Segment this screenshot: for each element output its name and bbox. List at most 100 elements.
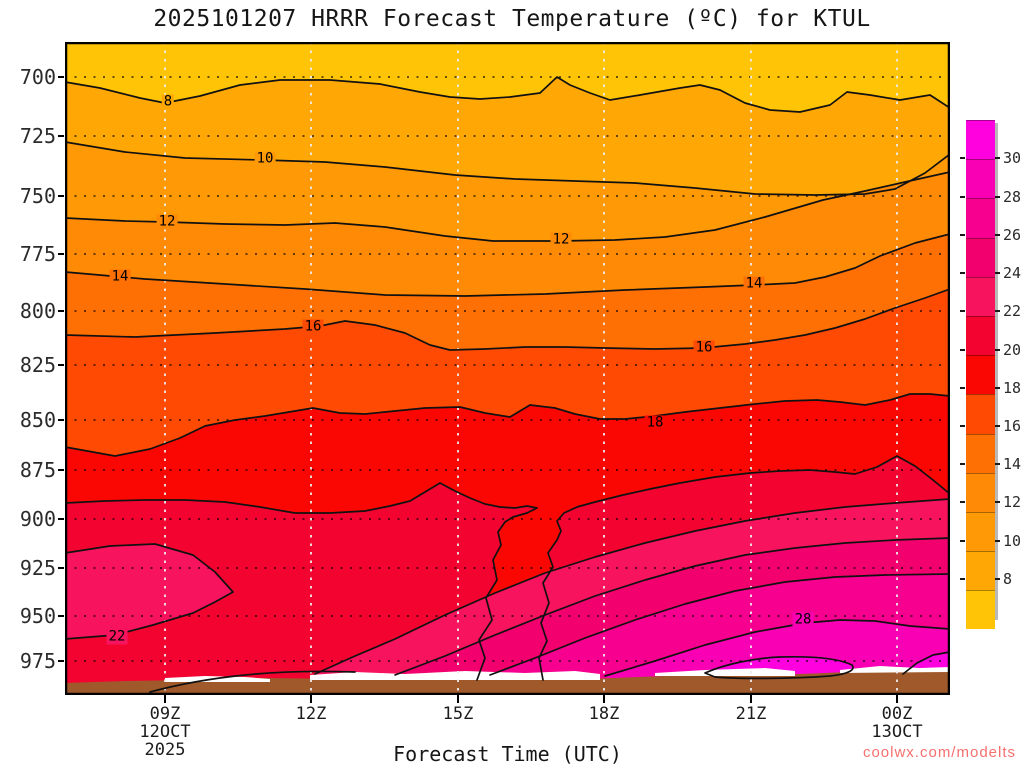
time-tick-mark bbox=[896, 695, 898, 703]
pressure-tick-mark bbox=[58, 469, 64, 471]
colorbar-segment-b8 bbox=[966, 551, 995, 591]
time-tick-label-09Z: 09Z bbox=[149, 704, 181, 724]
time-tick-mark bbox=[164, 695, 166, 703]
contour-14-line bbox=[65, 233, 950, 297]
contour-plot-area bbox=[65, 42, 950, 695]
colorbar-tick-label-14: 14 bbox=[1003, 455, 1022, 473]
time-tick-mark bbox=[457, 695, 459, 703]
contour-20-line-left bbox=[65, 482, 538, 681]
colorbar-segment-lt8 bbox=[966, 590, 995, 630]
x-axis-title: Forecast Time (UTC) bbox=[393, 742, 622, 766]
contour-12-line bbox=[65, 171, 950, 242]
contour-label-22: 22 bbox=[106, 628, 128, 645]
time-tick-mark bbox=[750, 695, 752, 703]
colorbar-tick-mark bbox=[995, 463, 1000, 465]
pressure-tick-mark bbox=[58, 253, 64, 255]
colorbar-segment-b22 bbox=[966, 276, 995, 316]
colorbar-segment-b12 bbox=[966, 472, 995, 512]
contour-22-island-line bbox=[65, 543, 234, 640]
colorbar-tick-mark bbox=[960, 349, 965, 351]
colorbar-tick-mark bbox=[960, 540, 965, 542]
pressure-tick-label-750: 750 bbox=[19, 184, 56, 208]
colorbar-tick-mark bbox=[960, 272, 965, 274]
contour-18-line bbox=[65, 393, 950, 457]
contour-26-fan-line bbox=[489, 573, 950, 676]
time-tick-label-00Z: 00Z bbox=[881, 704, 913, 724]
contour-lines bbox=[65, 76, 950, 693]
pressure-tick-label-875: 875 bbox=[19, 458, 56, 482]
colorbar-tick-label-28: 28 bbox=[1003, 188, 1022, 206]
pressure-tick-mark bbox=[58, 195, 64, 197]
colorbar-tick-mark bbox=[995, 234, 1000, 236]
colorbar-segment-b20 bbox=[966, 315, 995, 356]
time-tick-label-15Z: 15Z bbox=[442, 704, 474, 724]
colorbar-tick-mark bbox=[960, 234, 965, 236]
time-tick-label-18Z: 18Z bbox=[588, 704, 620, 724]
colorbar-tick-mark bbox=[995, 578, 1000, 580]
colorbar-tick-mark bbox=[960, 578, 965, 580]
plot-frame bbox=[65, 42, 950, 695]
colorbar-segment-b10 bbox=[966, 511, 995, 552]
contour-30-blob-line bbox=[704, 655, 854, 680]
contour-label-28: 28 bbox=[792, 611, 814, 628]
temperature-colorbar bbox=[966, 120, 995, 630]
colorbar-segment-b26 bbox=[966, 198, 995, 238]
colorbar-tick-mark bbox=[995, 157, 1000, 159]
colorbar-tick-label-22: 22 bbox=[1003, 302, 1022, 320]
pressure-tick-mark bbox=[58, 364, 64, 366]
time-tick-date: 12OCT bbox=[139, 722, 191, 742]
contour-10-line bbox=[65, 141, 950, 196]
colorbar-tick-mark bbox=[960, 387, 965, 389]
contour-label-14: 14 bbox=[109, 268, 131, 285]
contour-label-8: 8 bbox=[161, 93, 175, 110]
colorbar-tick-mark bbox=[960, 196, 965, 198]
pressure-tick-mark bbox=[58, 310, 64, 312]
colorbar-tick-mark bbox=[960, 310, 965, 312]
contour-label-14: 14 bbox=[743, 275, 765, 292]
contour-20-line-right bbox=[538, 455, 950, 681]
pressure-tick-label-975: 975 bbox=[19, 649, 56, 673]
colorbar-segment-b16 bbox=[966, 394, 995, 434]
terrain-fill bbox=[65, 668, 950, 695]
pressure-tick-label-775: 775 bbox=[19, 242, 56, 266]
watermark-link[interactable]: coolwx.com/modelts bbox=[862, 744, 1016, 761]
colorbar-segment-b28 bbox=[966, 159, 995, 199]
band-22-24-island-fill bbox=[65, 544, 233, 639]
colorbar-tick-mark bbox=[995, 349, 1000, 351]
pressure-tick-mark bbox=[58, 419, 64, 421]
terrain-white-highlights bbox=[165, 666, 950, 682]
colorbar-tick-mark bbox=[960, 157, 965, 159]
colorbar-tick-mark bbox=[960, 425, 965, 427]
colorbar-tick-label-12: 12 bbox=[1003, 493, 1022, 511]
colorbar-segment-b18 bbox=[966, 355, 995, 395]
pressure-tick-label-725: 725 bbox=[19, 124, 56, 148]
colorbar-tick-label-8: 8 bbox=[1003, 570, 1013, 588]
pressure-tick-label-700: 700 bbox=[19, 65, 56, 89]
colorbar-segment-b14 bbox=[966, 433, 995, 473]
colorbar-tick-label-26: 26 bbox=[1003, 226, 1022, 244]
colorbar-tick-mark bbox=[995, 540, 1000, 542]
contour-label-12: 12 bbox=[550, 231, 572, 248]
pressure-tick-label-950: 950 bbox=[19, 604, 56, 628]
pressure-tick-label-850: 850 bbox=[19, 408, 56, 432]
colorbar-tick-mark bbox=[960, 501, 965, 503]
pressure-tick-mark bbox=[58, 660, 64, 662]
colorbar-tick-label-16: 16 bbox=[1003, 417, 1022, 435]
pressure-tick-mark bbox=[58, 135, 64, 137]
colorbar-tick-label-30: 30 bbox=[1003, 149, 1022, 167]
time-tick-year: 2025 bbox=[144, 740, 186, 760]
time-tick-date: 13OCT bbox=[871, 722, 923, 742]
colorbar-tick-label-10: 10 bbox=[1003, 532, 1022, 550]
colorbar-tick-mark bbox=[995, 501, 1000, 503]
time-tick-label-21Z: 21Z bbox=[735, 704, 767, 724]
contour-label-16: 16 bbox=[302, 318, 324, 335]
contour-30-corner-line bbox=[902, 651, 950, 675]
colorbar-tick-mark bbox=[995, 310, 1000, 312]
pressure-tick-mark bbox=[58, 76, 64, 78]
pressure-tick-mark bbox=[58, 567, 64, 569]
colorbar-tick-mark bbox=[995, 425, 1000, 427]
colorbar-tick-mark bbox=[960, 463, 965, 465]
colorbar-tick-mark bbox=[995, 196, 1000, 198]
time-tick-label-12Z: 12Z bbox=[295, 704, 327, 724]
pressure-tick-mark bbox=[58, 615, 64, 617]
